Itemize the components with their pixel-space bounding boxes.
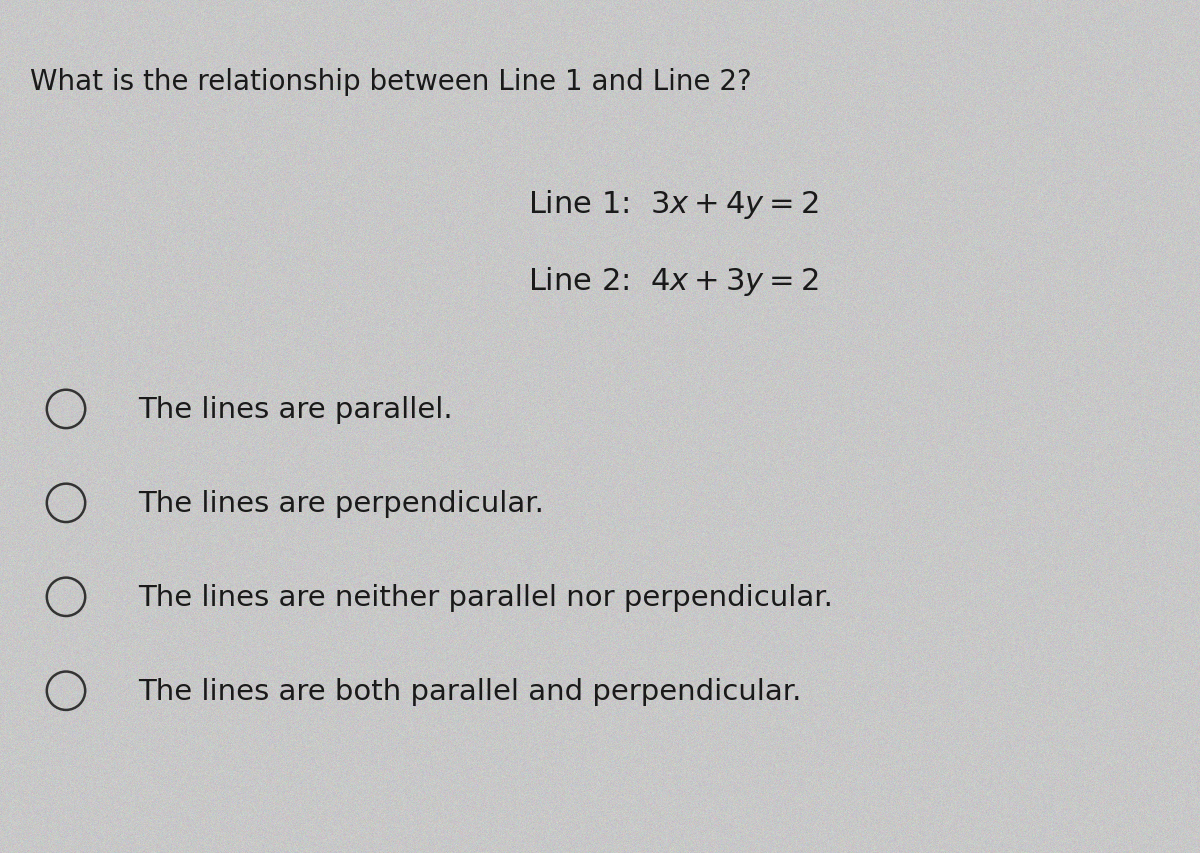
Text: The lines are parallel.: The lines are parallel. [138,396,452,423]
Text: The lines are neither parallel nor perpendicular.: The lines are neither parallel nor perpe… [138,583,833,611]
Text: What is the relationship between Line 1 and Line 2?: What is the relationship between Line 1 … [30,68,751,96]
Text: Line 2:  $4x + 3y = 2$: Line 2: $4x + 3y = 2$ [528,265,818,298]
Text: Line 1:  $3x + 4y = 2$: Line 1: $3x + 4y = 2$ [528,189,818,221]
Text: The lines are both parallel and perpendicular.: The lines are both parallel and perpendi… [138,677,802,705]
Text: The lines are perpendicular.: The lines are perpendicular. [138,490,544,517]
